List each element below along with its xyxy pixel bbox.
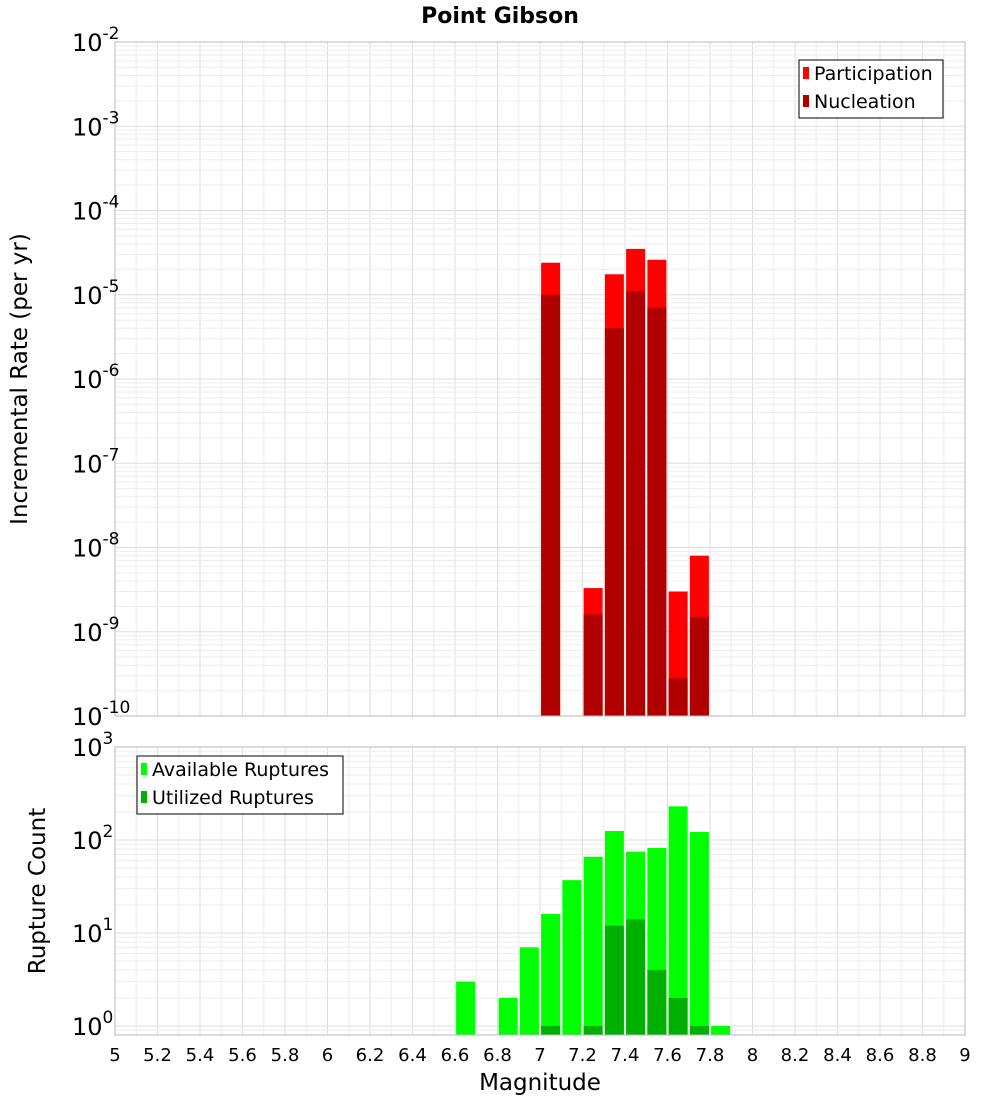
legend-swatch	[803, 67, 809, 79]
bar-available-ruptures	[668, 806, 688, 1035]
bar-nucleation	[668, 678, 688, 716]
x-axis-label: Magnitude	[479, 1070, 601, 1096]
y-tick-label: 10-3	[72, 108, 120, 141]
legend-swatch	[141, 791, 147, 803]
x-tick-label: 5	[109, 1045, 120, 1066]
bar-utilized-ruptures	[647, 969, 667, 1035]
bar-utilized-ruptures	[604, 925, 624, 1035]
y-tick-label: 102	[72, 822, 113, 855]
x-tick-label: 6.8	[483, 1045, 512, 1066]
bar-nucleation	[626, 291, 646, 716]
legend-box	[798, 59, 944, 119]
legend-swatch	[141, 763, 147, 775]
x-tick-label: 9	[959, 1045, 970, 1066]
y-tick-label: 10-2	[72, 24, 120, 57]
legend-label: Available Ruptures	[152, 759, 329, 781]
legend-label: Nucleation	[814, 91, 916, 113]
legend-box	[136, 755, 344, 815]
chart-title: Point Gibson	[421, 4, 579, 29]
y-tick-label: 10-8	[72, 530, 120, 563]
bar-available-ruptures	[519, 947, 539, 1035]
plot-border	[114, 746, 966, 1036]
legend-label: Utilized Ruptures	[152, 787, 314, 809]
x-tick-label: 8.6	[866, 1045, 895, 1066]
y-tick-label: 10-9	[72, 614, 120, 647]
x-tick-label: 6.4	[398, 1045, 427, 1066]
x-tick-label: 7.2	[568, 1045, 597, 1066]
bar-nucleation	[689, 616, 709, 716]
y-tick-label: 100	[72, 1008, 113, 1041]
x-tick-label: 8.2	[781, 1045, 810, 1066]
bar-available-ruptures	[541, 914, 561, 1035]
bar-nucleation	[647, 307, 667, 716]
x-tick-label: 7	[534, 1045, 545, 1066]
x-tick-label: 6.2	[356, 1045, 385, 1066]
bar-available-ruptures	[562, 880, 582, 1035]
bar-utilized-ruptures	[689, 1025, 709, 1035]
bar-utilized-ruptures	[668, 997, 688, 1035]
bar-available-ruptures	[711, 1025, 731, 1035]
x-tick-label: 8.8	[908, 1045, 937, 1066]
bar-utilized-ruptures	[541, 1025, 561, 1035]
y-tick-label: 10-5	[72, 277, 120, 310]
bottom-y-axis-label: Rupture Count	[25, 808, 51, 974]
x-tick-label: 5.4	[186, 1045, 215, 1066]
bar-available-ruptures	[689, 831, 709, 1035]
y-tick-label: 10-10	[72, 698, 130, 731]
bar-nucleation	[583, 614, 603, 716]
bar-available-ruptures	[498, 997, 518, 1035]
x-tick-label: 7.4	[611, 1045, 640, 1066]
x-tick-label: 7.8	[696, 1045, 725, 1066]
x-tick-label: 5.8	[271, 1045, 300, 1066]
x-tick-label: 6.6	[441, 1045, 470, 1066]
x-tick-label: 6	[322, 1045, 333, 1066]
bar-utilized-ruptures	[583, 1025, 603, 1035]
bar-available-ruptures	[456, 981, 476, 1035]
bar-nucleation	[604, 328, 624, 716]
y-tick-label: 10-7	[72, 445, 120, 478]
y-tick-label: 10-6	[72, 361, 120, 394]
bar-nucleation	[541, 294, 561, 716]
x-tick-label: 8.4	[823, 1045, 852, 1066]
plot-border	[114, 41, 966, 717]
x-tick-label: 5.2	[143, 1045, 172, 1066]
x-tick-label: 5.6	[228, 1045, 257, 1066]
bar-available-ruptures	[583, 856, 603, 1035]
legend-label: Participation	[814, 63, 933, 85]
y-tick-label: 101	[72, 915, 113, 948]
bar-utilized-ruptures	[626, 919, 646, 1035]
x-tick-label: 8	[747, 1045, 758, 1066]
x-tick-label: 7.6	[653, 1045, 682, 1066]
y-tick-label: 10-4	[72, 193, 120, 226]
top-y-axis-label: Incremental Rate (per yr)	[7, 233, 33, 525]
legend-swatch	[803, 95, 809, 107]
y-tick-label: 103	[72, 729, 113, 762]
